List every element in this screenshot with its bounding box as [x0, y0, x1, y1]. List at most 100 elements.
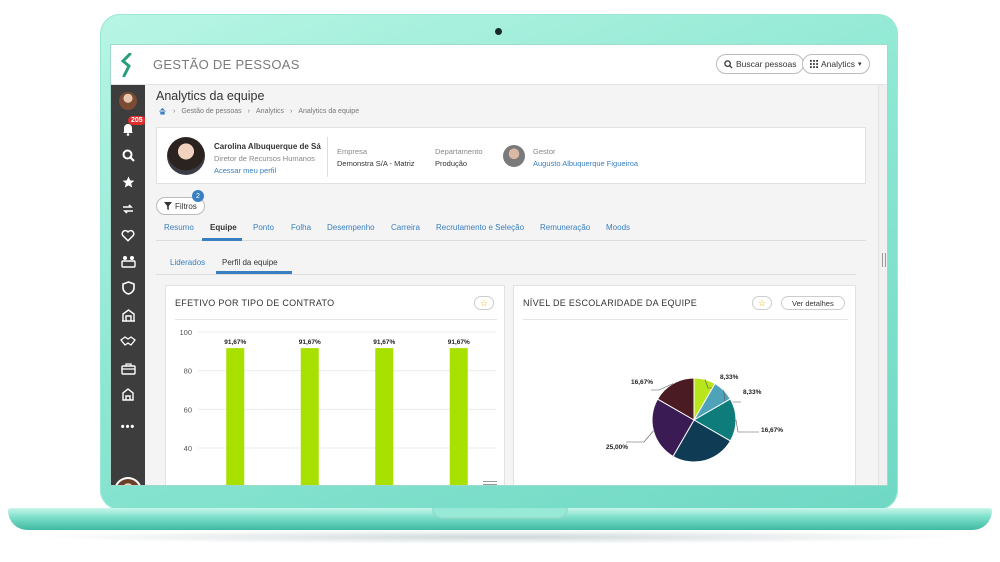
- sidebar-security[interactable]: [111, 276, 145, 300]
- pie-data-label: 16,67%: [631, 379, 653, 386]
- profile-card: Carolina Albuquerque de Sá Diretor de Re…: [156, 127, 866, 184]
- main-tabs: Resumo Equipe Ponto Folha Desempenho Car…: [156, 217, 866, 241]
- sidebar-education[interactable]: [111, 382, 145, 406]
- pie-data-label: 25,00%: [606, 444, 628, 451]
- gestor-link[interactable]: Augusto Albuquerque Figueiroa: [533, 159, 639, 168]
- analytics-menu-button[interactable]: Analytics ▾: [802, 54, 870, 74]
- bar: [300, 348, 319, 485]
- main-content: Analytics da equipe › Gestão de pessoas …: [145, 85, 878, 485]
- scroll-grip[interactable]: [882, 253, 886, 267]
- active-tab-indicator: [202, 238, 242, 241]
- filters-count-badge: 2: [192, 190, 204, 202]
- subtab-perfil-equipe[interactable]: Perfil da equipe: [222, 258, 278, 267]
- profile-link[interactable]: Acessar meu perfil: [214, 166, 277, 175]
- active-subtab-indicator: [216, 271, 292, 274]
- education-card-title: NÍVEL DE ESCOLARIDADE DA EQUIPE: [523, 298, 698, 308]
- subtab-liderados[interactable]: Liderados: [170, 258, 206, 267]
- bar-data-label: 91,67%: [448, 339, 470, 346]
- pie-slice: [656, 377, 695, 421]
- sub-tabs: Liderados Perfil da equipe: [156, 251, 856, 275]
- laptop-notch: [432, 508, 568, 519]
- pie-data-label: 8,33%: [743, 389, 762, 396]
- sidebar-search[interactable]: [111, 143, 145, 167]
- tab-carreira[interactable]: Carreira: [391, 223, 420, 232]
- tab-resumo[interactable]: Resumo: [164, 223, 194, 232]
- tab-desempenho[interactable]: Desempenho: [327, 223, 375, 232]
- resize-handle[interactable]: [483, 481, 497, 485]
- sidebar-agreements[interactable]: [111, 329, 145, 353]
- sidebar-jobs[interactable]: [111, 356, 145, 380]
- departamento-label: Departamento: [435, 147, 483, 156]
- divider: [327, 137, 328, 177]
- y-tick-label: 40: [184, 444, 192, 453]
- sidebar-favorites[interactable]: [111, 170, 145, 194]
- building-icon: [121, 309, 135, 322]
- favorite-button[interactable]: ☆: [752, 296, 772, 310]
- app-title: GESTÃO DE PESSOAS: [153, 57, 300, 72]
- breadcrumb-separator: ›: [173, 107, 176, 115]
- vertical-scrollbar[interactable]: [878, 85, 887, 485]
- empresa-value: Demonstra S/A - Matriz: [337, 159, 415, 168]
- pie-data-label: 16,67%: [761, 427, 783, 434]
- home-icon[interactable]: [158, 107, 167, 115]
- pie-slice: [693, 398, 737, 442]
- sidebar-more[interactable]: •••: [111, 415, 145, 439]
- tab-remuneracao[interactable]: Remuneração: [540, 223, 591, 232]
- filters-label: Filtros: [175, 201, 197, 211]
- profile-name: Carolina Albuquerque de Sá: [214, 142, 321, 151]
- filters-button[interactable]: Filtros: [156, 197, 205, 215]
- education-chart-card: NÍVEL DE ESCOLARIDADE DA EQUIPE ☆ Ver de…: [513, 285, 856, 485]
- bar: [226, 348, 245, 485]
- profile-photo: [167, 137, 205, 175]
- profile-role: Diretor de Recursos Humanos: [214, 154, 315, 163]
- exchange-icon: [123, 204, 133, 214]
- sidebar-team[interactable]: [111, 249, 145, 273]
- school-icon: [122, 388, 134, 401]
- card-divider: [175, 319, 497, 320]
- tab-ponto[interactable]: Ponto: [253, 223, 274, 232]
- bar-data-label: 91,67%: [224, 339, 246, 346]
- sidebar: 205: [111, 85, 146, 485]
- filter-icon: [164, 202, 172, 210]
- more-icon: •••: [120, 421, 136, 433]
- favorite-button[interactable]: ☆: [474, 296, 494, 310]
- bell-icon: [123, 124, 133, 136]
- assistant-avatar[interactable]: [114, 477, 142, 485]
- bar-data-label: 91,67%: [299, 339, 321, 346]
- top-bar: GESTÃO DE PESSOAS Buscar pessoas Analyti…: [111, 45, 887, 85]
- team-icon: [120, 255, 136, 268]
- search-people-button[interactable]: Buscar pessoas: [716, 54, 805, 74]
- laptop-base: [8, 508, 992, 530]
- y-tick-label: 80: [184, 367, 192, 376]
- notification-badge: 205: [128, 116, 146, 125]
- view-details-button[interactable]: Ver detalhes: [781, 296, 845, 310]
- breadcrumb-item-current: Analytics da equipe: [298, 107, 360, 115]
- gestor-photo: [503, 145, 525, 167]
- star-icon: [122, 176, 134, 187]
- pie-leader-line: [651, 383, 674, 391]
- bar-data-label: 91,67%: [373, 339, 395, 346]
- pie-slice: [651, 398, 695, 458]
- heart-icon: [121, 229, 135, 242]
- bar: [375, 348, 394, 485]
- sidebar-organization[interactable]: [111, 303, 145, 327]
- tab-moods[interactable]: Moods: [606, 223, 631, 232]
- education-pie-chart: 8,33% 8,33% 16,67% 25,00% 16,67%: [606, 374, 783, 463]
- y-tick-label: 100: [179, 328, 192, 337]
- contract-card-title: EFETIVO POR TIPO DE CONTRATO: [175, 298, 335, 308]
- pie-leader-line: [735, 419, 759, 433]
- sidebar-exchange[interactable]: [111, 197, 145, 221]
- grid-icon: [810, 60, 818, 68]
- search-people-label: Buscar pessoas: [736, 59, 797, 69]
- breadcrumb-item-analytics[interactable]: Analytics: [256, 107, 285, 115]
- sidebar-notifications[interactable]: 205: [111, 116, 146, 141]
- tab-folha[interactable]: Folha: [291, 223, 312, 232]
- tab-equipe[interactable]: Equipe: [210, 223, 237, 232]
- sidebar-user-avatar[interactable]: [111, 89, 145, 113]
- card-divider: [523, 319, 848, 320]
- page-title: Analytics da equipe: [156, 89, 265, 103]
- breadcrumb-item-gestao[interactable]: Gestão de pessoas: [181, 107, 242, 115]
- sidebar-wellbeing[interactable]: [111, 223, 145, 247]
- tab-recrutamento[interactable]: Recrutamento e Seleção: [436, 223, 525, 232]
